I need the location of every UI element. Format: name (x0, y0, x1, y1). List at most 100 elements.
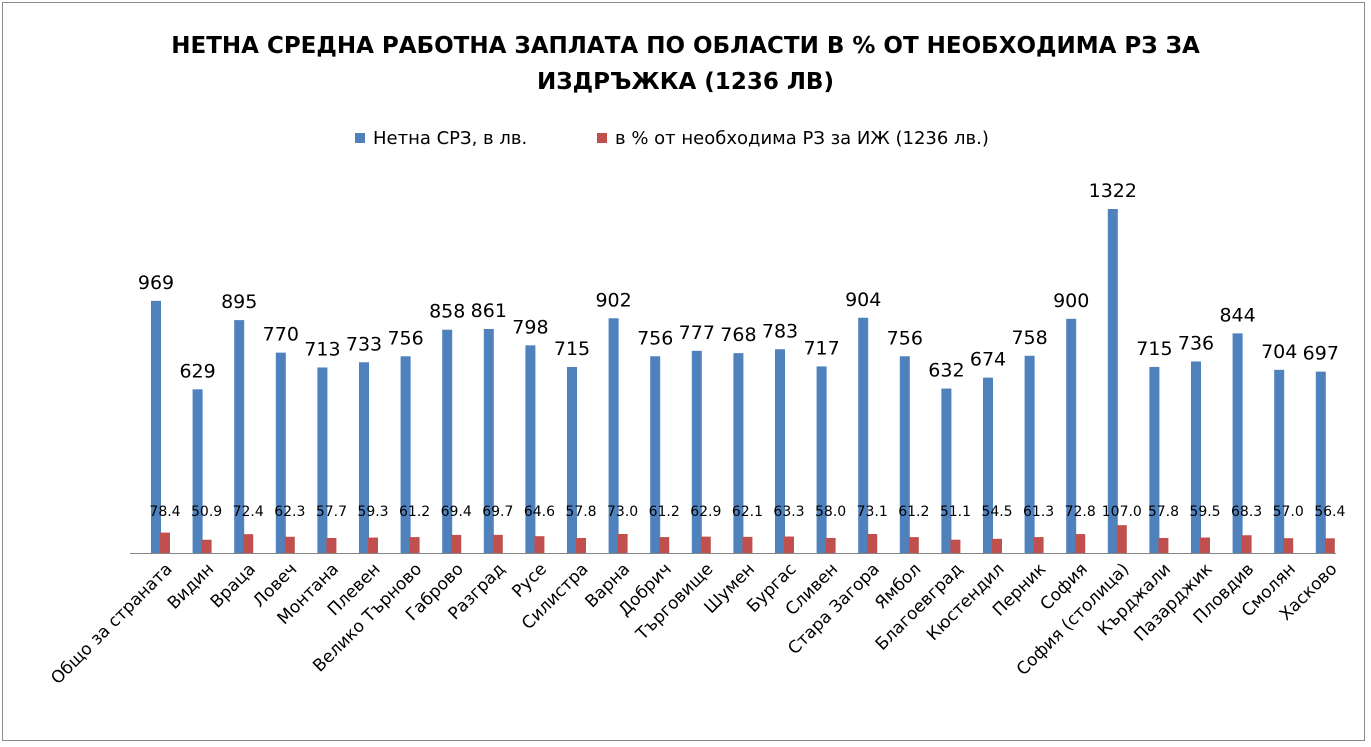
legend-item-salary: Нетна СРЗ, в лв. (355, 124, 527, 152)
data-label-percent: 68.3 (1231, 504, 1262, 520)
data-label-percent: 61.2 (399, 504, 430, 520)
data-label-percent: 54.5 (981, 504, 1012, 520)
data-label-percent: 107.0 (1102, 504, 1142, 520)
data-label-percent: 57.7 (316, 504, 347, 520)
data-label-percent: 51.1 (940, 504, 971, 520)
legend-swatch-salary (355, 133, 365, 143)
data-label-percent: 57.0 (1273, 504, 1304, 520)
bar-salary (733, 353, 744, 553)
data-label-salary: 768 (720, 324, 756, 346)
data-label-salary: 715 (1136, 338, 1172, 360)
bar-salary (816, 366, 827, 553)
bar-salary (775, 349, 785, 553)
data-label-salary: 717 (803, 337, 839, 359)
data-label-salary: 798 (512, 316, 548, 338)
bar-salary (608, 318, 619, 553)
bar-salary (858, 317, 869, 553)
bar-percent (825, 537, 836, 553)
bar-percent (1200, 537, 1210, 553)
data-label-salary: 733 (346, 333, 382, 355)
data-label-salary: 704 (1261, 341, 1297, 363)
bar-percent (950, 539, 961, 553)
x-tick-label: Видин (164, 559, 218, 613)
data-label-salary: 758 (1011, 327, 1047, 349)
data-label-salary: 783 (762, 320, 798, 342)
bar-salary (1149, 366, 1160, 553)
legend-label-salary: Нетна СРЗ, в лв. (373, 127, 528, 149)
data-label-salary: 715 (554, 338, 590, 360)
data-label-salary: 770 (263, 324, 299, 346)
bar-percent (451, 534, 462, 553)
data-label-salary: 902 (595, 289, 631, 311)
bar-salary (1024, 355, 1035, 553)
chart-legend: Нетна СРЗ, в лв. в % от необходима РЗ за… (0, 124, 1371, 152)
data-label-salary: 904 (845, 289, 881, 311)
bar-salary (650, 356, 661, 553)
data-label-salary: 632 (928, 360, 964, 382)
data-label-percent: 61.2 (649, 504, 680, 520)
bar-salary (1107, 209, 1118, 553)
bar-percent (1116, 525, 1127, 553)
bar-salary (691, 350, 702, 553)
data-label-percent: 62.9 (690, 504, 721, 520)
bar-percent (368, 537, 378, 553)
data-label-percent: 62.1 (732, 504, 763, 520)
data-label-percent: 69.7 (482, 504, 513, 520)
data-label-percent: 61.2 (898, 504, 929, 520)
bar-salary (567, 366, 577, 553)
data-label-salary: 844 (1219, 304, 1255, 326)
data-label-salary: 713 (304, 338, 340, 360)
data-label-salary: 697 (1303, 343, 1339, 365)
legend-swatch-percent (597, 133, 607, 143)
data-label-percent: 72.8 (1065, 504, 1096, 520)
bar-percent (201, 539, 212, 553)
data-label-percent: 73.0 (607, 504, 638, 520)
data-label-percent: 62.3 (274, 504, 305, 520)
data-label-salary: 756 (387, 327, 423, 349)
data-label-salary: 895 (221, 291, 257, 313)
bar-percent (326, 537, 337, 553)
data-label-salary: 777 (679, 322, 715, 344)
bar-salary (899, 356, 910, 553)
bar-percent (534, 536, 545, 553)
bar-percent (243, 534, 254, 553)
data-label-salary: 629 (179, 360, 215, 382)
data-label-percent: 72.4 (233, 504, 264, 520)
bar-salary (983, 377, 993, 553)
bar-percent (1158, 537, 1169, 553)
bar-percent (1324, 538, 1335, 553)
data-label-percent: 59.5 (1189, 504, 1220, 520)
bar-salary (1191, 361, 1201, 553)
legend-label-percent: в % от необходима РЗ за ИЖ (1236 лв.) (615, 127, 989, 149)
bar-percent (867, 533, 878, 553)
bar-percent (1033, 537, 1044, 553)
bar-salary (483, 328, 494, 553)
data-label-percent: 78.4 (149, 504, 180, 520)
data-label-percent: 73.1 (857, 504, 888, 520)
bar-salary (525, 345, 536, 553)
data-label-percent: 56.4 (1314, 504, 1345, 520)
bar-salary (359, 362, 369, 553)
x-tick-label: Общо за страната (47, 559, 176, 688)
bar-salary (234, 320, 245, 553)
data-label-percent: 58.0 (815, 504, 846, 520)
bar-percent (284, 536, 295, 553)
data-label-percent: 59.3 (357, 504, 388, 520)
bar-salary (1066, 318, 1077, 553)
data-label-percent: 63.3 (773, 504, 804, 520)
bar-salary (442, 329, 453, 553)
data-label-percent: 61.3 (1023, 504, 1054, 520)
bar-salary (400, 356, 411, 553)
data-label-salary: 756 (887, 327, 923, 349)
bar-percent (617, 534, 628, 553)
data-label-salary: 674 (970, 349, 1006, 371)
bar-salary (151, 300, 161, 553)
data-label-salary: 861 (471, 300, 507, 322)
bar-salary (1315, 371, 1326, 553)
bar-percent (492, 534, 503, 553)
data-label-percent: 57.8 (1148, 504, 1179, 520)
data-label-salary: 1322 (1089, 180, 1137, 202)
bar-percent (1241, 535, 1252, 553)
